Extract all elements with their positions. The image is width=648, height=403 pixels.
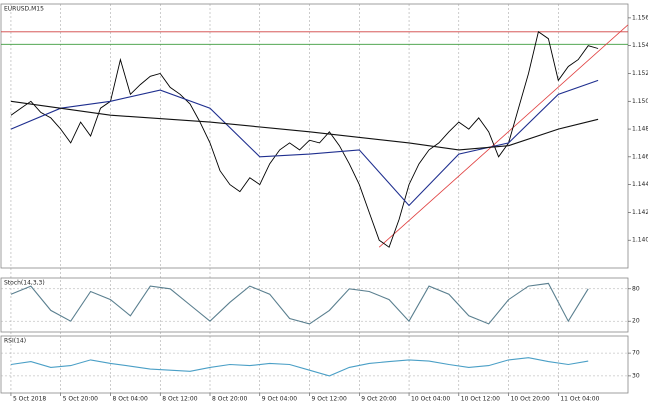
x-tick-label: 11 Oct 04:00 — [560, 396, 599, 403]
panel-frame — [0, 277, 629, 333]
x-tick-label: 8 Oct 12:00 — [162, 396, 197, 403]
y-tick-label: 1.1500 — [632, 98, 648, 105]
x-tick-label: 5 Oct 20:00 — [63, 396, 98, 403]
panel-frame — [0, 3, 629, 269]
x-tick-label: 9 Oct 04:00 — [262, 396, 297, 403]
x-tick-label: 8 Oct 20:00 — [212, 396, 247, 403]
series-line — [10, 100, 599, 151]
y-tick-label: 1.1400 — [632, 237, 648, 244]
y-tick-label: 1.1540 — [632, 42, 648, 49]
y-tick-label: 1.1440 — [632, 181, 648, 188]
x-tick-label: 5 Oct 2018 — [13, 396, 46, 403]
series-line — [10, 282, 589, 325]
y-tick-label: 1.1520 — [632, 70, 648, 77]
panel-title: Stoch(14,3,3) — [4, 280, 45, 287]
x-tick-label: 8 Oct 04:00 — [112, 396, 147, 403]
x-tick-label: 10 Oct 04:00 — [411, 396, 450, 403]
y-tick-label: 70 — [632, 350, 640, 357]
y-tick-label: 1.1460 — [632, 153, 648, 160]
x-tick-label: 10 Oct 20:00 — [511, 396, 550, 403]
y-tick-label: 20 — [632, 318, 640, 325]
panel-title: EURUSD,M15 — [4, 6, 44, 13]
panel-title: RSI(14) — [4, 338, 26, 345]
series-line — [10, 31, 599, 248]
y-tick-label: 30 — [632, 372, 640, 379]
y-tick-label: 1.1480 — [632, 126, 648, 133]
panel-frame — [0, 335, 629, 394]
y-tick-label: 1.1560 — [632, 14, 648, 21]
y-tick-label: 80 — [632, 285, 640, 292]
x-tick-label: 9 Oct 12:00 — [312, 396, 347, 403]
x-tick-label: 9 Oct 20:00 — [361, 396, 396, 403]
trendline — [378, 24, 629, 248]
y-tick-label: 1.1420 — [632, 209, 648, 216]
x-tick-label: 10 Oct 12:00 — [461, 396, 500, 403]
series-line — [10, 357, 589, 377]
series-line — [10, 79, 599, 207]
